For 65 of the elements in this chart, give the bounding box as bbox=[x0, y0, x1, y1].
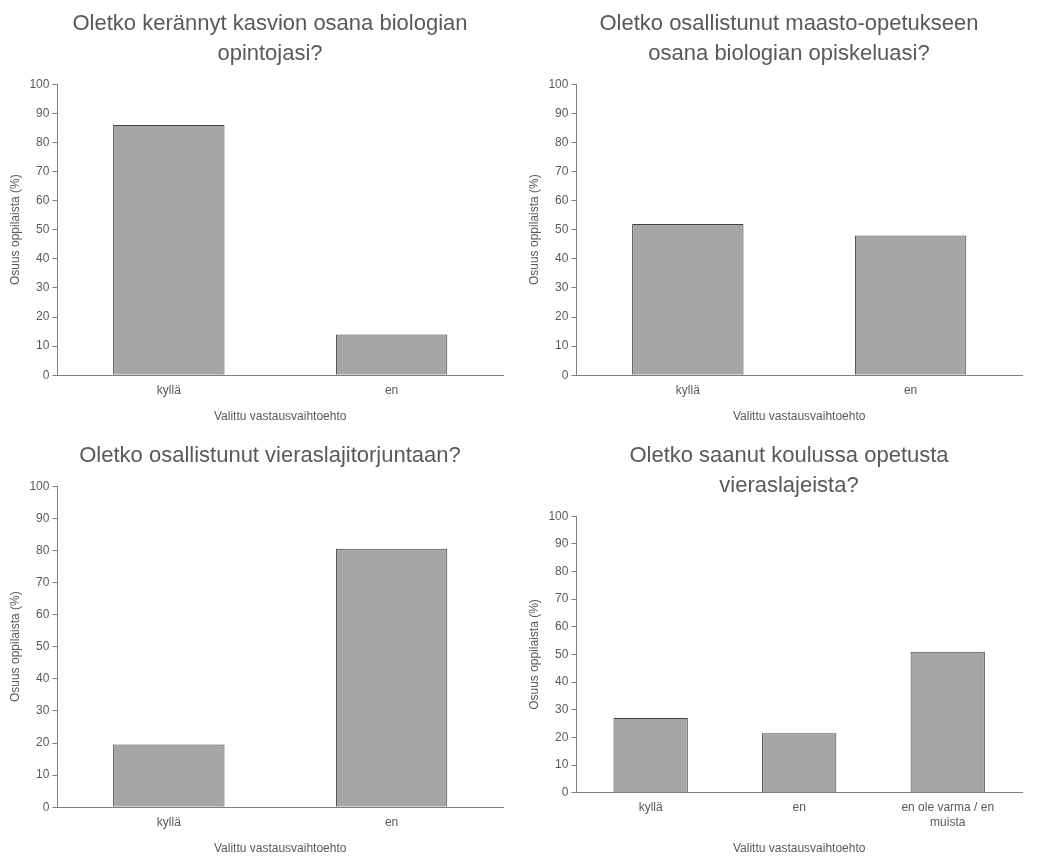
y-tick-label: 10 bbox=[555, 338, 569, 353]
chart-title: Oletko kerännyt kasvion osana biologian opintojasi? bbox=[71, 9, 469, 67]
x-axis-title: Valittu vastausvaihtoehto bbox=[732, 841, 866, 856]
chart-title: Oletko osallistunut vieraslajitorjuntaan? bbox=[78, 441, 462, 469]
y-tick-label: 30 bbox=[555, 280, 569, 295]
y-tick-label: 80 bbox=[555, 134, 569, 149]
x-tick-label: en bbox=[792, 800, 806, 815]
y-tick-label: 50 bbox=[555, 646, 569, 661]
x-tick-label: kyllä bbox=[675, 382, 701, 397]
y-tick-label: 40 bbox=[36, 671, 50, 686]
y-tick-label: 100 bbox=[29, 76, 50, 91]
x-axis-title: Valittu vastausvaihtoehto bbox=[213, 841, 347, 856]
y-tick-label: 30 bbox=[36, 703, 50, 718]
y-tick-label: 60 bbox=[555, 619, 569, 634]
y-tick-label: 30 bbox=[555, 702, 569, 717]
y-tick-label: 90 bbox=[555, 536, 569, 551]
y-tick-label: 50 bbox=[36, 222, 50, 237]
x-axis-title: Valittu vastausvaihtoehto bbox=[213, 409, 347, 424]
y-tick-label: 90 bbox=[36, 510, 50, 525]
x-tick-label: en bbox=[903, 382, 918, 397]
y-tick-label: 20 bbox=[36, 735, 50, 750]
y-axis-title: Osuus oppilaista (%) bbox=[526, 174, 541, 286]
y-tick-label: 70 bbox=[555, 591, 569, 606]
y-tick-label: 20 bbox=[555, 309, 569, 324]
x-tick-label: en bbox=[384, 382, 399, 397]
y-tick-label: 60 bbox=[36, 192, 50, 207]
y-axis-title: Osuus oppilaista (%) bbox=[526, 599, 541, 710]
y-tick-label: 40 bbox=[555, 251, 569, 266]
y-tick-label: 20 bbox=[555, 729, 569, 744]
y-tick-label: 60 bbox=[36, 606, 50, 621]
x-tick-label: kyllä bbox=[156, 382, 182, 397]
y-tick-label: 40 bbox=[36, 251, 50, 266]
y-tick-label: 0 bbox=[561, 785, 569, 800]
y-tick-label: 0 bbox=[561, 367, 569, 382]
y-tick-label: 20 bbox=[36, 309, 50, 324]
y-tick-label: 50 bbox=[36, 639, 50, 654]
y-tick-label: 0 bbox=[42, 367, 50, 382]
chart-title: Oletko osallistunut maasto-opetukseen osana biologian opiskeluasi? bbox=[598, 9, 980, 67]
y-tick-label: 90 bbox=[36, 105, 50, 120]
y-tick-label: 100 bbox=[548, 508, 569, 523]
y-axis-title: Osuus oppilaista (%) bbox=[7, 174, 22, 286]
y-axis-title: Osuus oppilaista (%) bbox=[7, 591, 22, 703]
chart-title: Oletko saanut koulussa opetusta vieraslajeista? bbox=[628, 441, 950, 499]
y-tick-label: 10 bbox=[36, 767, 50, 782]
y-tick-label: 10 bbox=[36, 338, 50, 353]
y-tick-label: 0 bbox=[42, 799, 50, 814]
y-tick-label: 90 bbox=[555, 105, 569, 120]
y-tick-label: 70 bbox=[555, 163, 569, 178]
x-tick-label: kyllä bbox=[156, 814, 182, 829]
y-tick-label: 80 bbox=[555, 563, 569, 578]
y-tick-label: 40 bbox=[555, 674, 569, 689]
y-tick-label: 50 bbox=[555, 222, 569, 237]
x-tick-label: kyllä bbox=[638, 800, 664, 815]
y-tick-label: 100 bbox=[548, 76, 569, 91]
y-tick-label: 80 bbox=[36, 134, 50, 149]
x-tick-label: en ole varma / en muista bbox=[901, 800, 995, 829]
y-tick-label: 80 bbox=[36, 542, 50, 557]
y-tick-label: 70 bbox=[36, 163, 50, 178]
y-tick-label: 10 bbox=[555, 757, 569, 772]
y-tick-label: 70 bbox=[36, 574, 50, 589]
x-tick-label: en bbox=[384, 814, 399, 829]
x-axis-title: Valittu vastausvaihtoehto bbox=[732, 409, 866, 424]
y-tick-label: 30 bbox=[36, 280, 50, 295]
y-tick-label: 60 bbox=[555, 192, 569, 207]
y-tick-label: 100 bbox=[29, 478, 50, 493]
